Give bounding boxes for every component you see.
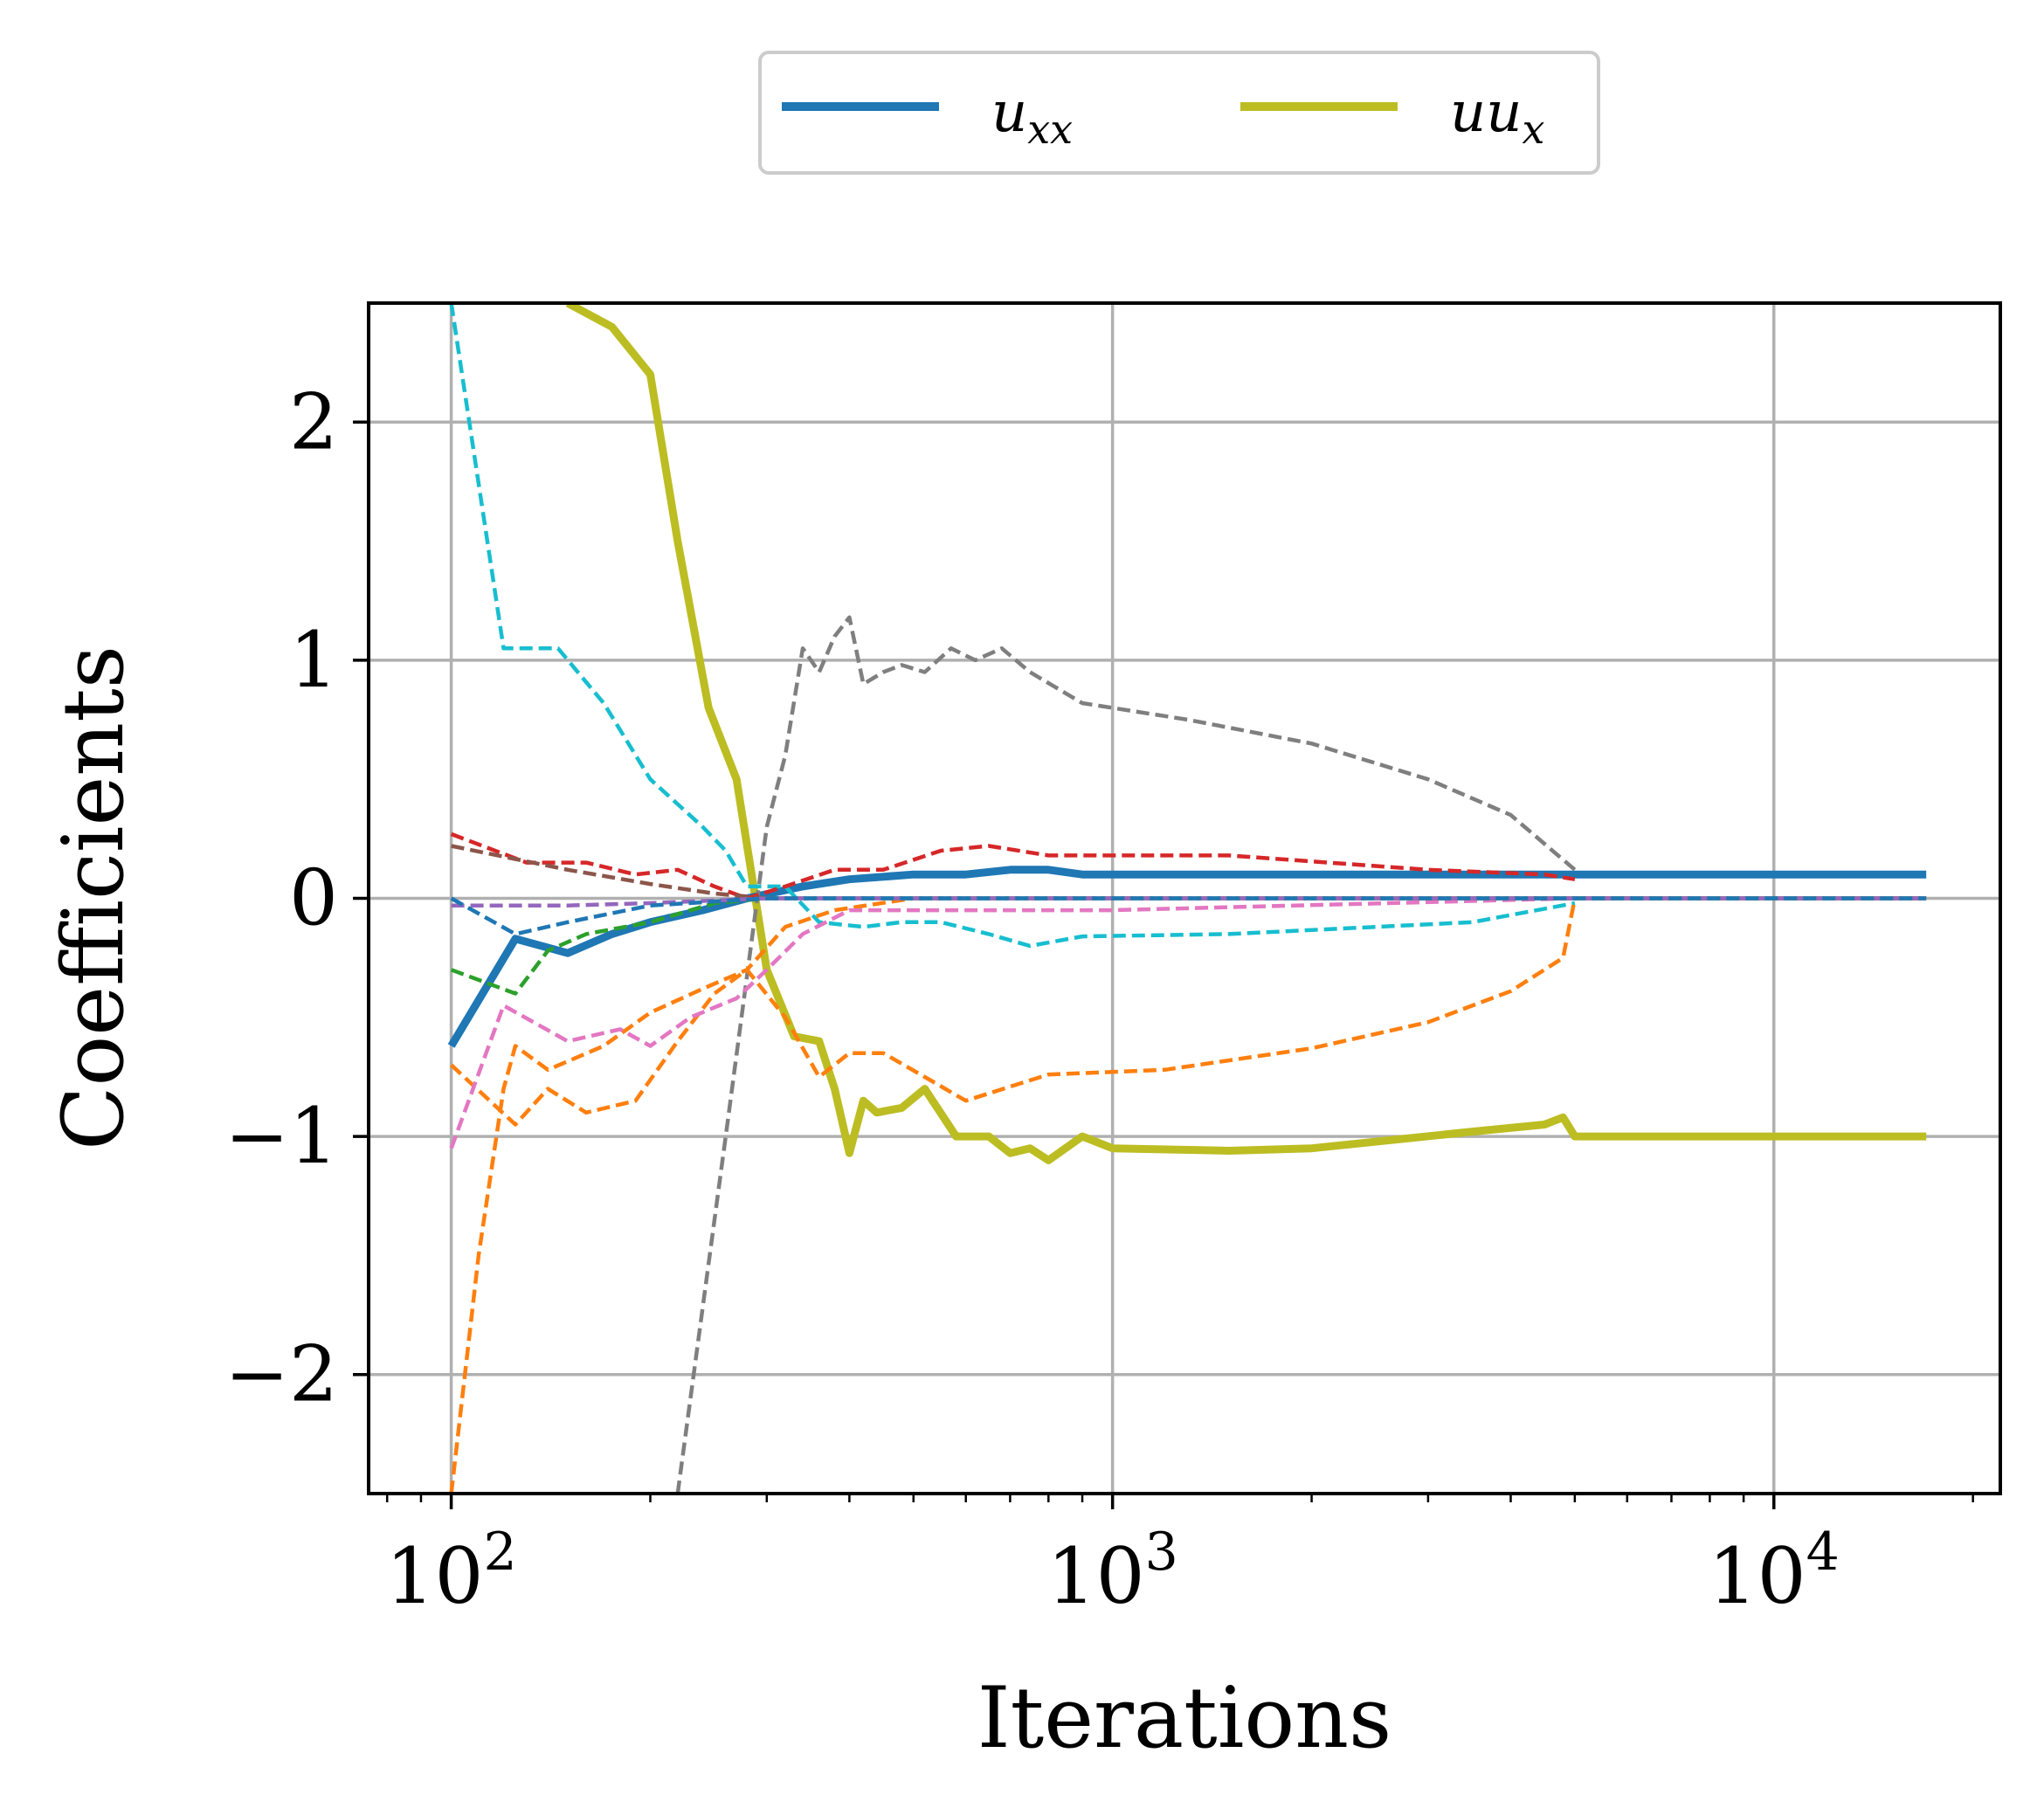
y-axis-title: Coefficients <box>45 645 142 1150</box>
series-group <box>447 303 1927 1494</box>
series-line-0 <box>565 303 1927 1164</box>
legend-label: uux <box>1450 80 1544 153</box>
x-tick-label: 103 <box>1047 1522 1178 1621</box>
y-tick-label: 0 <box>289 853 338 943</box>
series-line-5 <box>450 896 1927 1127</box>
x-axis-title: Iterations <box>977 1669 1392 1767</box>
legend: uxx uux <box>758 51 1600 175</box>
series-line-9 <box>450 896 1927 996</box>
legend-label: uxx <box>991 80 1073 153</box>
series-line-6 <box>449 896 1575 1149</box>
series-line-11 <box>450 896 1927 936</box>
ticks: 102 103 104 2 1 0 −1 −2 <box>224 376 1974 1621</box>
series-line-4 <box>449 896 1927 1494</box>
series-line-3 <box>675 615 1577 1494</box>
series-line-7 <box>450 832 1576 901</box>
y-tick-label: 1 <box>289 615 338 705</box>
y-tick-label: 2 <box>289 376 338 466</box>
series-line-8 <box>451 844 1927 901</box>
series-line-1 <box>447 866 1927 1048</box>
x-tick-label: 102 <box>386 1522 517 1621</box>
legend-box <box>758 51 1600 175</box>
y-tick-label: −2 <box>224 1329 338 1419</box>
x-tick-label: 104 <box>1709 1522 1840 1621</box>
y-tick-label: −1 <box>224 1091 338 1181</box>
series-line-2 <box>449 303 1576 949</box>
